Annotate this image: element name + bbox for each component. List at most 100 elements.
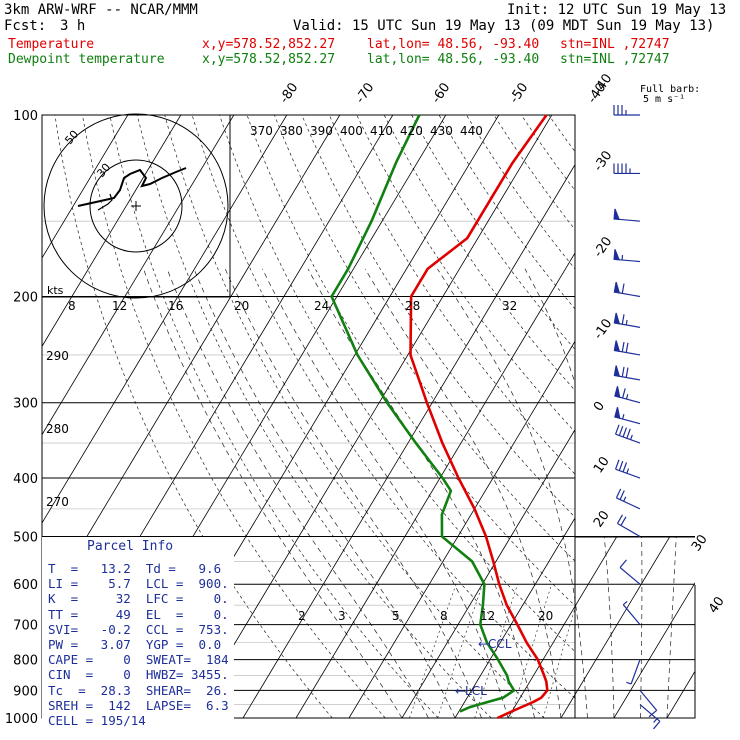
model-title: 3km ARW-WRF -- NCAR/MMM	[4, 2, 198, 18]
barb-legend-line2: 5 m s⁻¹	[643, 94, 686, 105]
barb-full	[621, 283, 625, 294]
wind-barb	[613, 365, 641, 381]
parcel-info-row: TT = 49 EL = 0.	[48, 606, 229, 622]
top-isotherm-label: -60	[429, 80, 453, 106]
parcel-info-row: T = 13.2 Td = 9.6	[48, 561, 222, 576]
theta-label: 420	[400, 124, 423, 138]
barb-half	[653, 718, 658, 723]
parcel-info-row: PW = 3.07 YGP = 0.0	[48, 637, 222, 652]
barb-full	[621, 366, 625, 377]
saturated-adiabat	[262, 268, 509, 718]
barb-half	[623, 496, 627, 502]
saturated-adiabat	[364, 268, 562, 718]
hodograph-ring-label: 30	[94, 161, 113, 180]
isotherm	[42, 115, 182, 718]
parcel-info-row: CELL = 195/14	[48, 713, 146, 728]
isotherm-label: 30	[689, 532, 711, 554]
wind-barb	[615, 459, 641, 479]
dry-adiabat	[191, 115, 575, 699]
ccl-annotation: ←CCL	[478, 637, 512, 651]
wind-barb	[614, 386, 641, 404]
isotherm-label: -30	[591, 148, 615, 174]
theta-label: 370	[250, 124, 273, 138]
isotherm	[666, 115, 695, 718]
barb-full	[619, 559, 627, 568]
barb-shaft	[622, 604, 641, 625]
theta-label: 410	[370, 124, 393, 138]
isotherm	[720, 115, 740, 718]
valid-time: Valid: 15 UTC Sun 19 May 13 (09 MDT Sun …	[293, 18, 715, 34]
barb-legend-line1: Full barb:	[640, 84, 701, 95]
dry-adiabat	[82, 115, 386, 718]
barb-flag	[613, 340, 621, 353]
barb-full	[626, 428, 631, 439]
parcel-info-title: Parcel Info	[87, 539, 174, 554]
barb-half	[630, 434, 633, 440]
pressure-tick-label: 600	[13, 578, 38, 593]
barb-shaft	[615, 468, 641, 479]
dry-adiabat-label: 290	[46, 349, 69, 363]
dry-adiabat	[328, 115, 575, 475]
saturated-adiabat	[524, 268, 615, 718]
barb-shaft	[639, 704, 661, 722]
pressure-tick-label: 400	[13, 472, 38, 487]
top-isotherm-label: -80	[277, 80, 301, 106]
top-isotherm-label: -70	[353, 80, 377, 106]
dry-adiabat	[356, 115, 575, 433]
wind-barb	[626, 659, 641, 685]
barb-full	[619, 490, 625, 500]
hodograph-origin	[131, 201, 141, 211]
isotherm	[42, 115, 288, 718]
temperature-xy: x,y=578.52,852.27	[202, 37, 336, 52]
barb-shaft	[615, 433, 641, 444]
pressure-tick-label: 500	[13, 530, 38, 545]
barb-full	[618, 460, 624, 471]
theta-label: 440	[460, 124, 483, 138]
forecast-label: Fcst:	[4, 18, 47, 34]
hodograph-ring-outer	[43, 113, 229, 299]
barb-full	[622, 427, 628, 438]
barb-full	[615, 459, 620, 470]
wind-barb	[613, 208, 641, 222]
dry-adiabat	[576, 115, 740, 718]
barb-full	[615, 424, 620, 435]
forecast-value: 3 h	[60, 18, 86, 34]
barb-full	[653, 720, 661, 730]
barb-flag	[613, 312, 621, 325]
barb-half	[622, 414, 625, 420]
isotherm	[42, 115, 129, 718]
wind-barb	[613, 163, 640, 175]
dry-adiabat	[466, 115, 575, 270]
isotherm	[560, 115, 695, 718]
mixing-ratio-upper-label: 8	[68, 299, 76, 313]
mixing-ratio-upper-label: 24	[314, 299, 329, 313]
barb-full	[615, 488, 622, 499]
dry-adiabat	[411, 115, 575, 350]
top-isotherm-label: -50	[507, 80, 531, 106]
isotherm	[507, 115, 695, 718]
theta-label: 400	[340, 124, 363, 138]
mixing-ratio-upper-label: 12	[112, 299, 127, 313]
temperature-station: stn=INL ,72747	[560, 37, 670, 52]
isotherm-label: 0	[591, 399, 608, 414]
barb-flag	[613, 249, 620, 261]
parcel-info-row: LI = 5.7 LCL = 900.	[48, 576, 229, 592]
dewpoint-xy: x,y=578.52,852.27	[202, 52, 336, 67]
temperature-latlon: lat,lon= 48.56, -93.40	[367, 37, 540, 52]
hodograph-ring-inner	[89, 159, 183, 253]
dry-adiabat	[521, 115, 575, 191]
isotherm-label: 10	[591, 454, 613, 476]
wind-barb	[613, 340, 641, 356]
isotherm	[348, 115, 695, 718]
pressure-tick-label: 1000	[5, 712, 38, 727]
barb-half	[626, 468, 630, 474]
isotherm	[242, 115, 606, 718]
pressure-tick-label: 700	[13, 619, 38, 634]
dry-adiabat	[383, 115, 575, 391]
saturated-adiabat	[193, 268, 456, 718]
barb-full	[625, 342, 629, 353]
saturated-adiabat	[224, 268, 482, 718]
parcel-info-row: SREH = 142 LAPSE= 6.3	[48, 697, 229, 713]
barb-half	[626, 681, 632, 685]
wind-barb	[615, 488, 641, 510]
